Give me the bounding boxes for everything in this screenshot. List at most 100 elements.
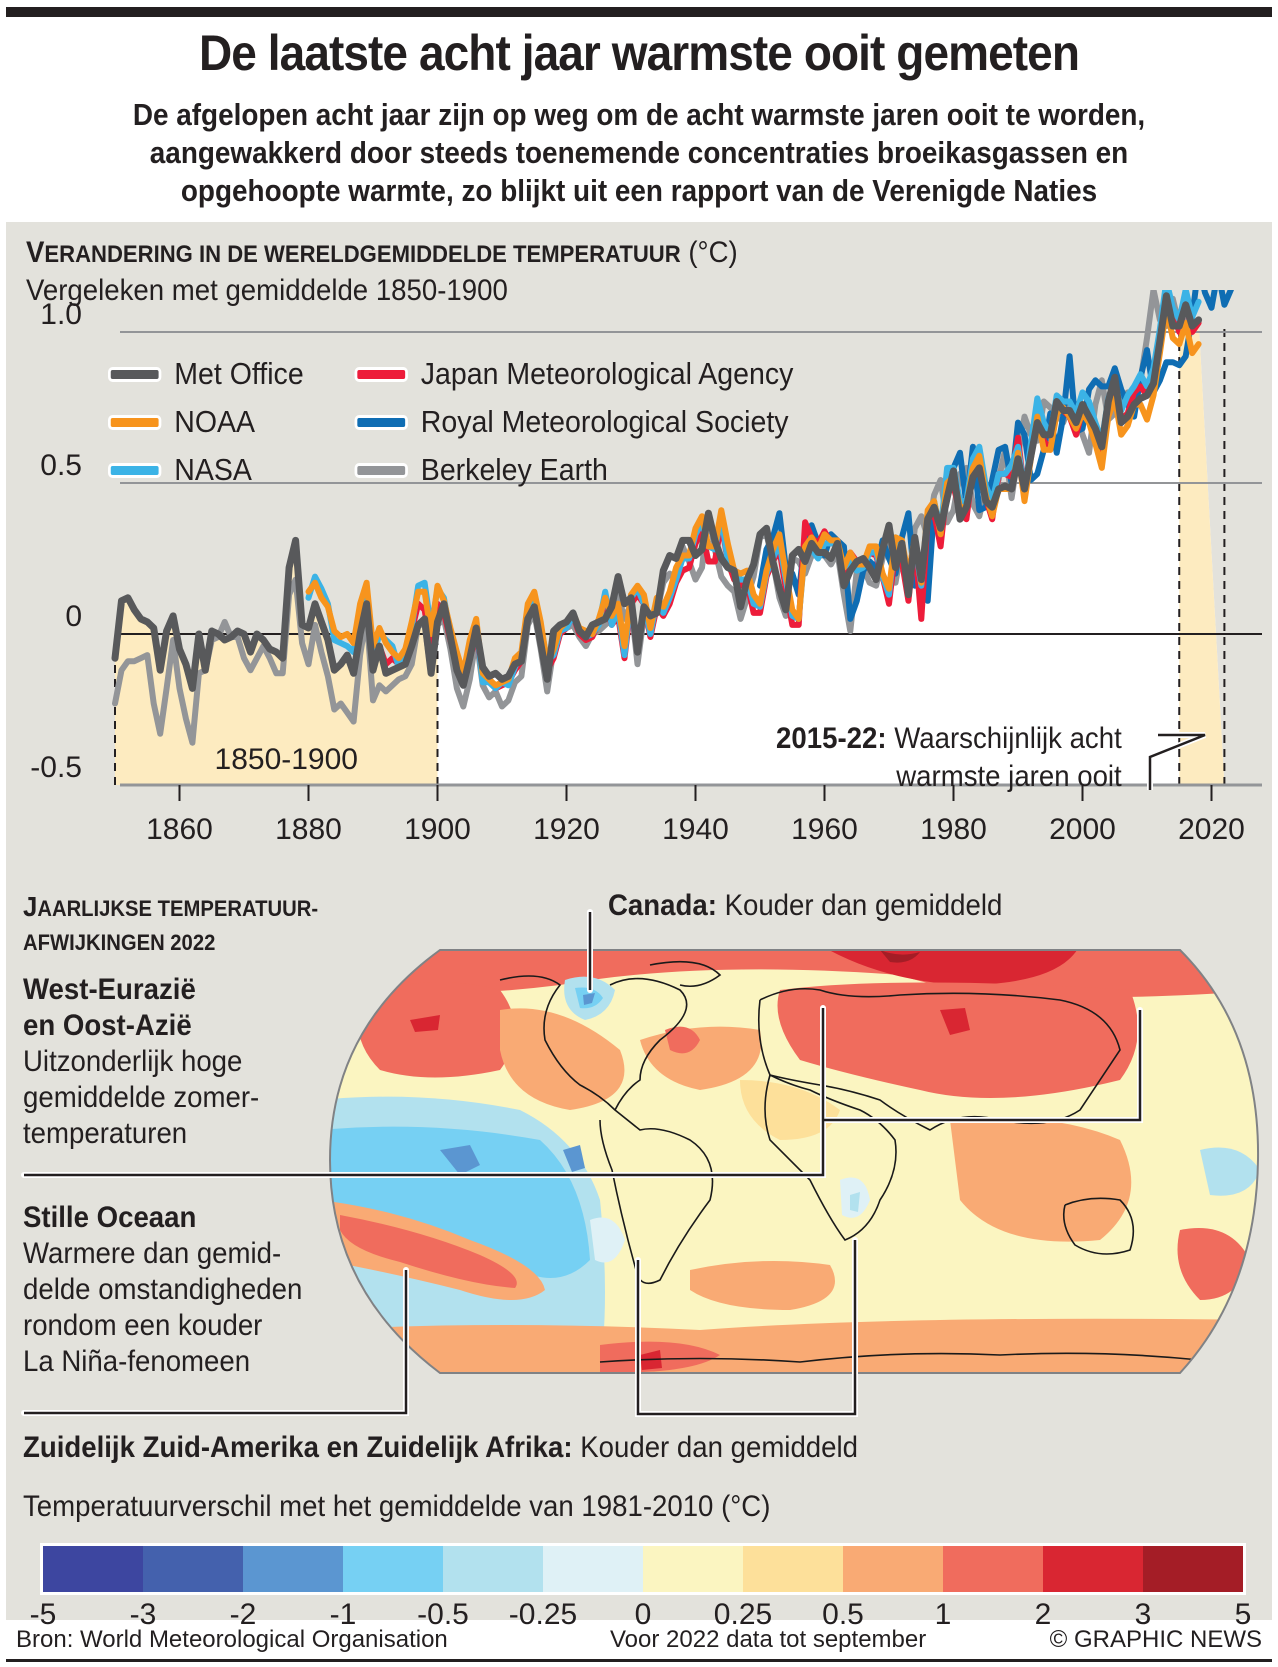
page-title: De laatste acht jaar warmste ooit gemete… [198, 25, 1080, 81]
legend-swatch-met-office [108, 366, 162, 382]
footer-note: Voor 2022 data tot september [610, 1626, 927, 1653]
map-title: JAARLIJKSE TEMPERATUUR- AFWIJKINGEN 2022 [23, 890, 318, 960]
color-scale-tick-label: 0 [634, 1598, 652, 1631]
anomaly-world-map [21, 909, 1260, 1417]
color-scale-swatch [143, 1546, 243, 1592]
callout-canada: Canada: Kouder dan gemiddeld [608, 888, 1002, 924]
color-scale-tick-label: 3 [1134, 1598, 1152, 1631]
color-scale-swatch [643, 1546, 743, 1592]
callout-pacific: Stille Oceaan Warmere dan gemid- delde o… [23, 1200, 302, 1380]
color-scale-swatch [1143, 1546, 1243, 1592]
subtitle-line-3: opgehoopte warmte, zo blijkt uit een rap… [180, 173, 1098, 208]
annotation-line-1: Waarschijnlijk acht [894, 722, 1122, 755]
legend-item-nasa: NASA [108, 452, 252, 488]
y-tick-label: 1.0 [40, 298, 82, 331]
map-coastlines [499, 960, 1201, 1363]
legend-label-met-office: Met Office [174, 356, 304, 391]
map-title-initial: J [23, 891, 38, 922]
footer-source: Bron: World Meteorological Organisation [16, 1626, 448, 1653]
legend-label-rms: Royal Meteorological Society [420, 404, 789, 439]
legend-swatch-jma [354, 366, 408, 382]
callout-canada-text: Kouder dan gemiddeld [724, 889, 1003, 922]
map-title-line-2: AFWIJKINGEN 2022 [23, 930, 216, 955]
color-scale-tick-label: 0.5 [822, 1598, 864, 1631]
legend-label-jma: Japan Meteorological Agency [420, 356, 794, 391]
x-tick-label: 1860 [146, 813, 213, 846]
chart-subtitle: Vergeleken met gemiddelde 1850-1900 [26, 274, 508, 307]
chart-title: VERANDERING IN DE WERELDGEMIDDELDE TEMPE… [26, 236, 738, 270]
color-scale-tick-label: -5 [29, 1598, 57, 1631]
color-scale-swatch [243, 1546, 343, 1592]
legend-item-met-office: Met Office [108, 356, 304, 392]
color-scale-ticks: -5 -3 -2 -1 -0.5 -0.25 0 0.25 0.5 1 2 3 5 [0, 1598, 1278, 1638]
annotation-line-2: warmste jaren ooit [896, 760, 1122, 793]
color-scale-tick-label: -1 [329, 1598, 357, 1631]
legend-swatch-noaa [108, 414, 162, 430]
callout-south: Zuidelijk Zuid-Amerika en Zuidelijk Afri… [23, 1430, 858, 1466]
annotation-pointer [1148, 733, 1206, 790]
color-scale-swatch [843, 1546, 943, 1592]
color-scale-swatch [343, 1546, 443, 1592]
footer-credit: © GRAPHIC NEWS [1049, 1626, 1262, 1653]
x-tick-label: 1940 [662, 813, 729, 846]
color-scale-tick-label: 1 [934, 1598, 952, 1631]
map-fill [330, 950, 1259, 1373]
temperature-line-chart: -0.5 0 0.5 1.0 1860 1880 1900 1920 1940 1960 1980 2… [30, 290, 1262, 846]
callout-pacific-text-4: La Niña-fenomeen [23, 1345, 251, 1378]
legend-item-noaa: NOAA [108, 404, 255, 440]
color-scale-swatch [743, 1546, 843, 1592]
x-tick-label: 1980 [920, 813, 987, 846]
callout-eurasia-bold-1: West-Eurazië [23, 973, 196, 1006]
color-scale-swatch [443, 1546, 543, 1592]
annotation-bold: 2015-22: [776, 722, 887, 755]
color-scale-swatch [1043, 1546, 1143, 1592]
shaded-range-2015-22 [1179, 304, 1225, 785]
legend-item-rms: Royal Meteorological Society [354, 404, 789, 440]
color-scale-tick-label: -2 [229, 1598, 257, 1631]
annotation-2015-22: 2015-22: Waarschijnlijk acht warmste jar… [776, 720, 1122, 796]
x-tick-label: 1880 [275, 813, 342, 846]
plot-white-area [115, 295, 1225, 785]
chart-title-initial: V [26, 236, 45, 269]
color-scale-tick-label: 0.25 [713, 1598, 773, 1631]
chart-title-unit: (°C) [688, 236, 738, 269]
legend-item-jma: Japan Meteorological Agency [354, 356, 794, 392]
callout-south-text: Kouder dan gemiddeld [580, 1431, 858, 1464]
x-tick-label: 1960 [791, 813, 858, 846]
chart-title-rest: ERANDERING IN DE WERELDGEMIDDELDE TEMPER… [44, 241, 681, 268]
legend-item-berkeley: Berkeley Earth [354, 452, 608, 488]
callout-canada-bold: Canada: [608, 889, 717, 922]
callout-pacific-text-1: Warmere dan gemid- [23, 1237, 282, 1270]
leader-lines [24, 912, 1142, 1416]
x-tick-label: 2020 [1178, 813, 1245, 846]
x-tick-label: 2000 [1049, 813, 1116, 846]
legend-label-nasa: NASA [174, 452, 252, 487]
callout-eurasia-bold-2: en Oost-Azië [23, 1009, 192, 1042]
color-scale-tick-label: -0.25 [508, 1598, 578, 1631]
color-scale-bar [40, 1543, 1246, 1595]
page-subtitle: De afgelopen acht jaar zijn op weg om de… [64, 96, 1214, 210]
map-title-line-1: AARLIJKSE TEMPERATUUR- [37, 896, 319, 921]
legend-swatch-rms [354, 414, 408, 430]
bottom-rule [6, 1659, 1272, 1662]
series-line-met-office [111, 292, 1203, 692]
callout-pacific-text-2: delde omstandigheden [23, 1273, 303, 1306]
subtitle-line-1: De afgelopen acht jaar zijn op weg om de… [132, 97, 1146, 132]
color-scale-label: Temperatuurverschil met het gemiddelde v… [23, 1490, 771, 1523]
color-scale-swatch [943, 1546, 1043, 1592]
callout-pacific-bold: Stille Oceaan [23, 1201, 197, 1234]
x-tick-label: 1920 [533, 813, 600, 846]
baseline-range-label: 1850-1900 [215, 743, 358, 776]
subtitle-line-2: aangewakkerd door steeds toenemende conc… [149, 135, 1129, 170]
callout-south-bold: Zuidelijk Zuid-Amerika en Zuidelijk Afri… [23, 1431, 573, 1464]
callout-eurasia: West-Eurazië en Oost-Azië Uitzonderlijk … [23, 972, 259, 1152]
y-tick-label: -0.5 [30, 751, 82, 784]
callout-eurasia-text-1: Uitzonderlijk hoge [23, 1045, 243, 1078]
callout-eurasia-text-2: gemiddelde zomer- [23, 1081, 260, 1114]
callout-pacific-text-3: rondom een kouder [23, 1309, 263, 1342]
top-rule [6, 7, 1272, 17]
legend-label-berkeley: Berkeley Earth [420, 452, 608, 487]
y-tick-label: 0 [65, 600, 82, 633]
color-scale-swatch [43, 1546, 143, 1592]
callout-eurasia-text-3: temperaturen [23, 1117, 188, 1150]
